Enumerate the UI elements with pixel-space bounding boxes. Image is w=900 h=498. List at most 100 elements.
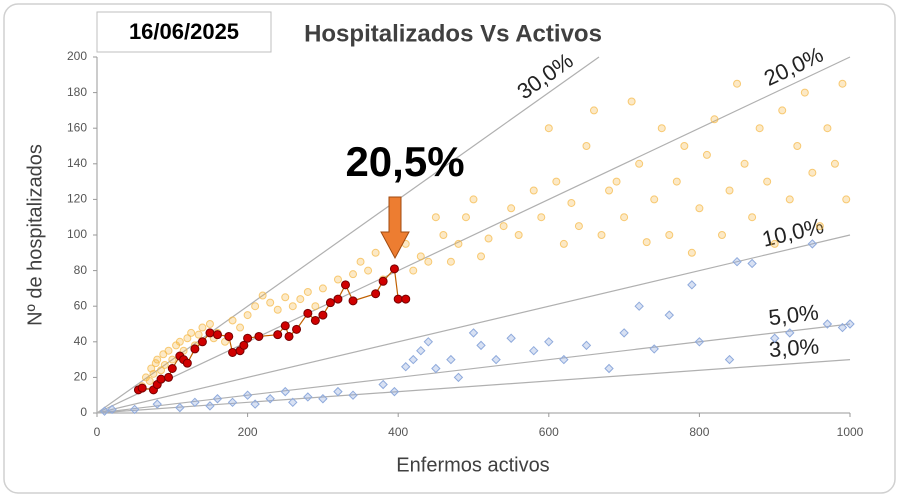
point (687, 248, 696, 257)
point (838, 79, 847, 88)
x-tick-label: 800 (689, 425, 709, 439)
point (107, 404, 117, 415)
x-tick-label: 200 (238, 425, 258, 439)
point (740, 159, 749, 168)
point (423, 337, 434, 347)
point (187, 328, 196, 337)
point (552, 177, 561, 186)
x-tick-label: 400 (388, 425, 408, 439)
point (597, 231, 606, 239)
y-tick-label: 180 (67, 85, 87, 99)
point (167, 364, 177, 373)
point (160, 360, 169, 369)
point (642, 238, 651, 247)
point (153, 355, 162, 364)
point (559, 354, 569, 365)
y-tick-label: 160 (67, 120, 87, 134)
point (439, 231, 448, 239)
point (837, 322, 848, 333)
point (340, 280, 350, 290)
point (657, 124, 666, 133)
point (356, 257, 365, 266)
point (582, 142, 591, 150)
point (265, 394, 275, 404)
point (393, 294, 403, 304)
point (770, 239, 779, 248)
point (732, 256, 742, 267)
point (168, 355, 177, 364)
point (845, 319, 855, 329)
point (769, 333, 780, 343)
point (650, 195, 659, 204)
point (785, 195, 794, 204)
point (687, 280, 697, 290)
point (292, 324, 302, 334)
point (258, 291, 267, 300)
point (236, 323, 245, 332)
point (694, 337, 705, 347)
point (333, 386, 343, 397)
point (175, 402, 185, 413)
point (280, 321, 290, 331)
point (537, 213, 546, 222)
point (842, 195, 851, 204)
ratio-line (96, 234, 851, 414)
point (190, 397, 200, 408)
x-tick-label: 1000 (837, 425, 864, 439)
point (254, 331, 264, 341)
point (431, 213, 440, 222)
point (303, 308, 313, 318)
point (348, 296, 358, 306)
point (815, 222, 824, 231)
y-tick-label: 120 (67, 192, 87, 206)
annotation-arrow (380, 196, 410, 260)
point (281, 293, 290, 302)
annotation: 20,5% (345, 138, 464, 185)
point (620, 213, 629, 222)
point (205, 401, 215, 411)
point (401, 294, 411, 304)
point (507, 204, 516, 213)
point (453, 372, 464, 383)
point (303, 392, 313, 402)
point (137, 383, 147, 393)
point (634, 301, 644, 311)
point (145, 376, 154, 385)
point (348, 390, 358, 400)
plot-area: 0 20 40 60 80 100 120 140 160 180 200 0 200 400 600 800… (67, 42, 864, 439)
point (635, 159, 644, 168)
point (491, 354, 501, 365)
y-tick-label: 80 (74, 263, 88, 277)
point (499, 222, 508, 231)
point (364, 266, 373, 275)
point (251, 302, 260, 311)
point (250, 399, 260, 409)
point (581, 340, 592, 351)
point (157, 366, 166, 375)
point (239, 340, 249, 350)
point (446, 354, 456, 365)
x-tick-label: 0 (94, 425, 101, 439)
point (747, 258, 757, 269)
point (205, 320, 214, 328)
y-tick-label: 200 (67, 49, 87, 63)
point (724, 354, 735, 365)
point (589, 106, 598, 115)
point (333, 275, 342, 284)
point (273, 330, 283, 340)
point (378, 379, 388, 390)
point (183, 334, 192, 343)
y-tick-label: 20 (74, 370, 88, 384)
point (378, 276, 388, 286)
point (284, 331, 294, 341)
point (371, 248, 380, 257)
point (476, 340, 486, 351)
point (99, 406, 110, 416)
point (454, 239, 463, 248)
point (129, 404, 140, 415)
point (484, 234, 493, 243)
point (695, 204, 704, 213)
point (409, 266, 418, 275)
point (182, 358, 192, 368)
point (228, 347, 238, 357)
